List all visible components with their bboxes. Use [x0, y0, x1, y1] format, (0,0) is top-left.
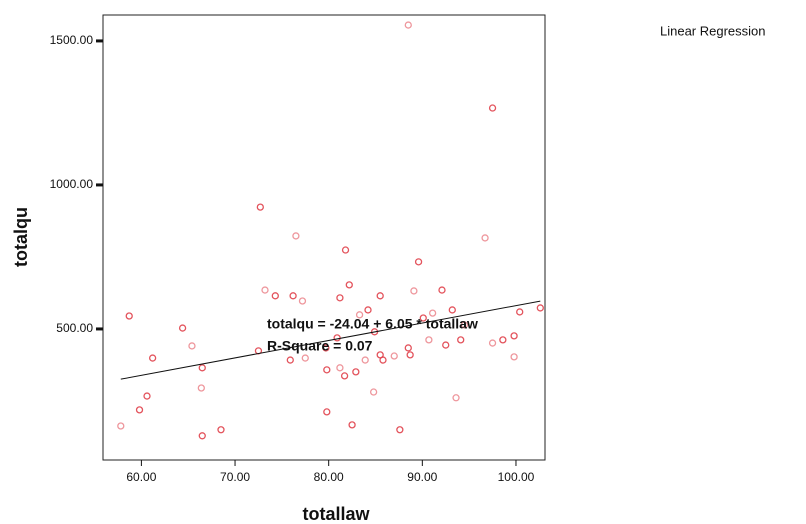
scatter-point — [341, 246, 350, 254]
scatter-point — [379, 356, 387, 364]
x-tick-label: 60.00 — [126, 470, 156, 484]
y-tick-label: 1000.00 — [50, 177, 94, 191]
x-axis-label: totallaw — [302, 504, 370, 524]
scatter-point — [404, 21, 412, 29]
scatter-point — [345, 281, 353, 289]
x-tick-label: 90.00 — [407, 470, 437, 484]
scatter-point — [178, 324, 187, 332]
scatter-point — [404, 344, 412, 352]
scatter-point — [428, 309, 437, 317]
scatter-point — [148, 354, 157, 362]
scatter-point — [117, 422, 125, 430]
x-tick-label: 70.00 — [220, 470, 250, 484]
scatter-point — [369, 388, 378, 396]
scatter-point — [376, 292, 384, 300]
scatter-point — [460, 321, 469, 329]
scatter-point — [323, 408, 331, 416]
scatter-point — [143, 392, 151, 400]
scatter-point — [438, 286, 446, 294]
scatter-point — [125, 312, 133, 320]
scatter-point — [410, 287, 418, 295]
scatter-point — [271, 292, 279, 300]
scatter-point — [510, 353, 518, 361]
scatter-point — [197, 384, 205, 392]
scatter-point — [419, 314, 427, 322]
r-square: R-Square = 0.07 — [267, 338, 373, 354]
scatter-point — [286, 356, 294, 364]
scatter-point — [292, 232, 300, 240]
scatter-point — [336, 294, 344, 302]
scatter-point — [298, 297, 307, 305]
scatter-point — [481, 234, 489, 242]
scatter-point — [198, 364, 206, 372]
scatter-point — [301, 354, 309, 362]
x-tick-label: 100.00 — [498, 470, 535, 484]
scatter-point — [364, 306, 372, 314]
chart-title: Linear Regression — [660, 23, 766, 38]
y-tick-label: 1500.00 — [50, 33, 94, 47]
scatter-point — [261, 286, 269, 294]
scatter-point — [442, 341, 450, 349]
scatter-point — [217, 426, 225, 434]
scatter-point — [340, 372, 349, 380]
scatter-point — [457, 336, 465, 344]
scatter-point — [135, 406, 144, 414]
scatter-point — [510, 332, 518, 340]
scatter-point — [188, 342, 196, 350]
regression-line — [120, 300, 541, 380]
scatter-point — [414, 258, 423, 266]
scatter-point — [322, 344, 330, 352]
y-axis-label: totalqu — [11, 207, 31, 267]
scatter-point — [499, 336, 507, 344]
scatter-point — [348, 421, 356, 429]
scatter-point — [355, 311, 364, 319]
scatter-point — [396, 426, 404, 434]
scatter-point — [323, 366, 331, 374]
regression-equation: totalqu = -24.04 + 6.05 * totallaw — [267, 316, 478, 332]
scatter-point — [425, 336, 433, 344]
scatter-point — [256, 203, 264, 211]
plot-frame — [102, 14, 546, 461]
scatter-point — [448, 306, 456, 314]
scatter-point — [406, 351, 414, 359]
scatter-point — [289, 292, 297, 300]
scatter-point — [390, 352, 398, 360]
scatter-point — [488, 104, 497, 112]
scatter-point — [488, 339, 497, 347]
scatter-point — [352, 368, 360, 376]
scatter-point — [536, 304, 544, 312]
y-tick-label: 500.00 — [56, 321, 93, 335]
scatter-point — [361, 356, 369, 364]
scatter-point — [516, 308, 524, 316]
x-tick-label: 80.00 — [314, 470, 344, 484]
scatter-point — [336, 364, 344, 372]
scatter-point — [198, 432, 206, 440]
scatter-point — [452, 394, 460, 402]
